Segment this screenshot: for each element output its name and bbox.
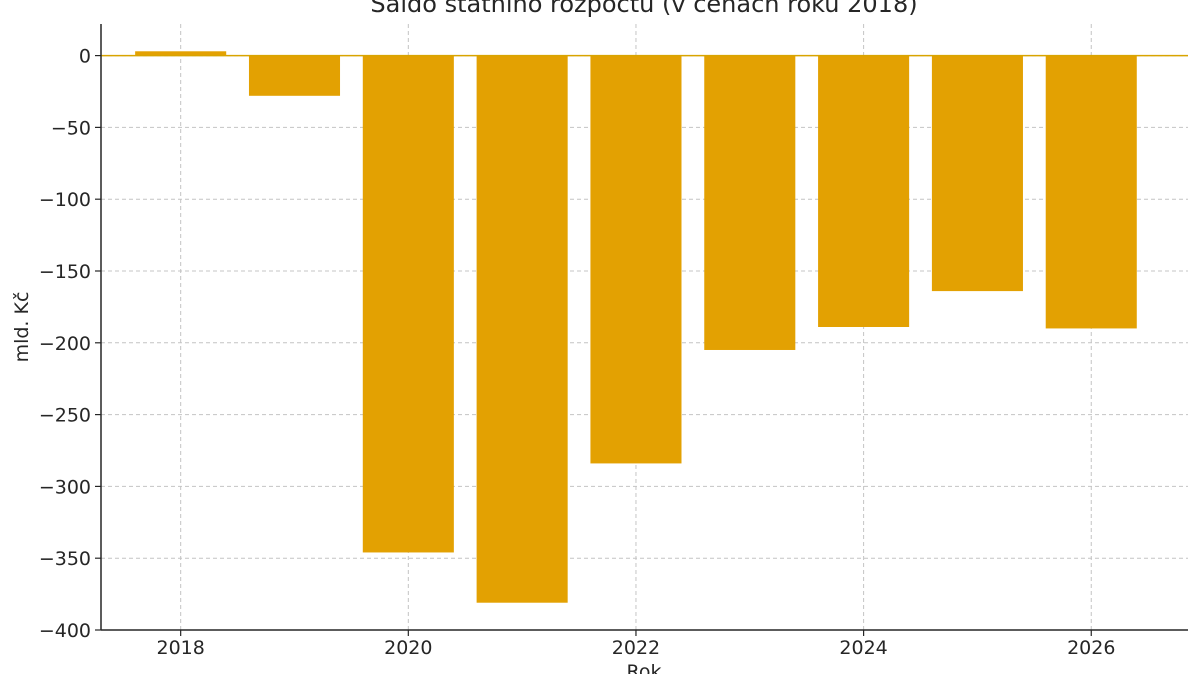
bar-2025 [931, 55, 1023, 292]
bar-2023 [704, 55, 796, 350]
x-tick-label: 2020 [384, 637, 432, 659]
bar-2018 [135, 51, 227, 56]
bar-2026 [1045, 55, 1137, 329]
y-tick-label: −300 [39, 476, 91, 498]
y-tick-label: −50 [51, 117, 91, 139]
chart-title: Saldo státního rozpočtu (v cenách roku 2… [370, 0, 917, 18]
x-tick-label: 2024 [839, 637, 887, 659]
y-axis-title: mld. Kč [11, 292, 33, 363]
tick-labels: 2018 2020 2022 2024 2026 0 −50 −100 −150 −200 −250… [39, 46, 1116, 659]
bar-2020 [362, 55, 454, 553]
x-tick-label: 2022 [612, 637, 660, 659]
y-tick-label: 0 [79, 46, 91, 68]
y-tick-label: −150 [39, 261, 91, 283]
x-axis-title: Rok [627, 661, 662, 674]
bar-2021 [476, 55, 568, 603]
bar-2019 [248, 55, 341, 96]
y-tick-label: −250 [39, 405, 91, 427]
axes [95, 24, 1188, 636]
y-tick-label: −350 [39, 548, 91, 570]
y-tick-label: −200 [39, 333, 91, 355]
bar-2022 [590, 55, 682, 464]
y-tick-label: −100 [39, 189, 91, 211]
bar-2024 [818, 55, 910, 328]
bars [135, 51, 1137, 603]
y-tick-label: −400 [39, 620, 91, 642]
x-tick-label: 2026 [1067, 637, 1115, 659]
x-tick-label: 2018 [156, 637, 204, 659]
